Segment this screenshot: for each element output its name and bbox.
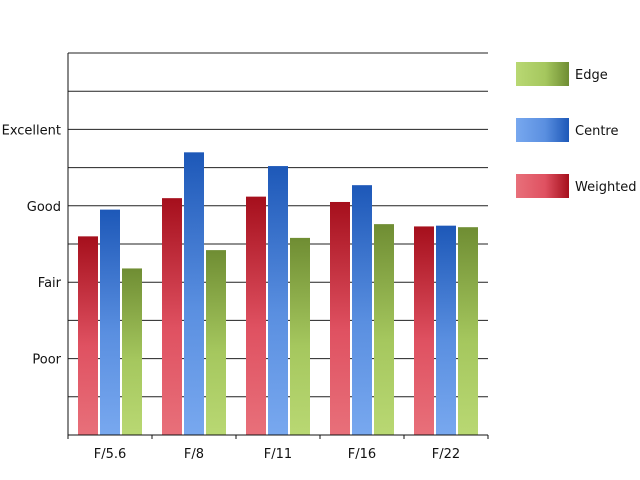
y-tick-label-excellent: Excellent — [2, 123, 61, 138]
legend-label-centre: Centre — [575, 124, 618, 139]
x-tick-labels: F/5.6 F/8 F/11 F/16 F/22 — [94, 447, 460, 462]
y-tick-label-poor: Poor — [32, 353, 61, 368]
legend-label-edge: Edge — [575, 68, 608, 83]
bar-centre-f-8 — [184, 152, 204, 435]
bar-centre-f-5-6 — [100, 209, 120, 435]
legend-swatch-weighted — [516, 174, 569, 198]
bar-edge-f-8 — [206, 250, 226, 435]
bar-edge-f-16 — [374, 224, 394, 435]
x-tick-label-f-16: F/16 — [348, 447, 376, 462]
legend: Edge Centre Weighted — [516, 62, 637, 198]
legend-swatch-centre — [516, 118, 569, 142]
bar-centre-f-16 — [352, 185, 372, 435]
bar-centre-f-22 — [436, 225, 456, 435]
x-tick-label-f-11: F/11 — [264, 447, 292, 462]
x-tick-label-f-5-6: F/5.6 — [94, 447, 127, 462]
bar-edge-f-11 — [290, 237, 310, 435]
y-tick-label-fair: Fair — [38, 276, 62, 291]
axes — [67, 53, 489, 439]
bar-edge-f-22 — [458, 227, 478, 435]
legend-label-weighted: Weighted — [575, 180, 637, 195]
x-tick-label-f-22: F/22 — [432, 447, 460, 462]
bar-weighted-f-16 — [330, 201, 350, 435]
bar-centre-f-11 — [268, 166, 288, 435]
bar-edge-f-5-6 — [122, 268, 142, 435]
legend-swatch-edge — [516, 62, 569, 86]
bar-weighted-f-22 — [414, 226, 434, 435]
y-tick-label-good: Good — [27, 200, 61, 215]
y-tick-labels: Poor Fair Good Excellent — [2, 123, 62, 367]
bar-weighted-f-8 — [162, 198, 182, 435]
bars — [78, 152, 478, 435]
bar-weighted-f-11 — [246, 196, 266, 435]
bar-weighted-f-5-6 — [78, 236, 98, 435]
x-tick-label-f-8: F/8 — [184, 447, 204, 462]
